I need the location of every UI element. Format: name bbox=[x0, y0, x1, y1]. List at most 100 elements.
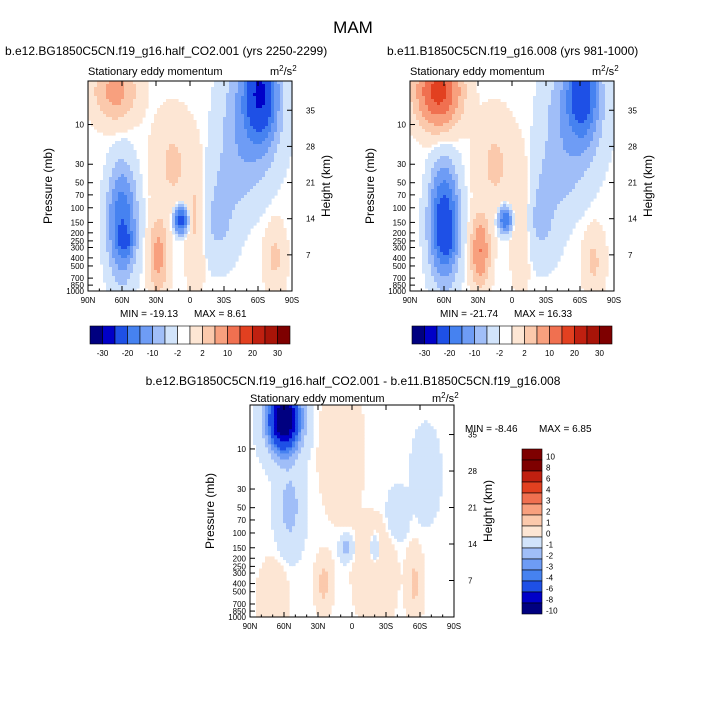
contour-cell bbox=[163, 243, 167, 247]
contour-cell bbox=[217, 213, 221, 217]
contour-cell bbox=[142, 90, 146, 94]
contour-cell bbox=[139, 186, 143, 190]
contour-cell bbox=[211, 177, 215, 181]
contour-cell bbox=[226, 180, 230, 184]
contour-cell bbox=[112, 120, 116, 124]
contour-cell bbox=[259, 90, 263, 94]
colorbar-label: 30 bbox=[273, 349, 282, 358]
contour-cell bbox=[271, 168, 275, 172]
contour-cell bbox=[277, 216, 281, 220]
contour-cell bbox=[226, 144, 230, 148]
contour-cell bbox=[193, 174, 197, 178]
contour-cell bbox=[226, 129, 230, 133]
contour-cell bbox=[109, 153, 113, 157]
contour-cell bbox=[157, 225, 161, 229]
contour-cell bbox=[241, 201, 245, 205]
contour-cell bbox=[235, 138, 239, 142]
contour-cell bbox=[142, 84, 146, 88]
contour-cell bbox=[214, 228, 218, 232]
contour-cell bbox=[139, 213, 143, 217]
contour-cell bbox=[217, 129, 221, 133]
contour-cell bbox=[142, 99, 146, 103]
contour-cell bbox=[199, 156, 203, 160]
contour-cell bbox=[208, 207, 212, 211]
contour-cell bbox=[136, 228, 140, 232]
contour-cell bbox=[271, 186, 275, 190]
contour-cell bbox=[106, 192, 110, 196]
contour-cell bbox=[241, 165, 245, 169]
contour-cell bbox=[277, 132, 281, 136]
contour-cell bbox=[223, 96, 227, 100]
contour-cell bbox=[238, 171, 242, 175]
contour-cell bbox=[109, 156, 113, 160]
contour-cell bbox=[169, 129, 173, 133]
contour-cell bbox=[121, 186, 125, 190]
contour-cell bbox=[121, 207, 125, 211]
contour-cell bbox=[196, 243, 200, 247]
contour-cell bbox=[274, 105, 278, 109]
contour-cell bbox=[136, 240, 140, 244]
contour-cell bbox=[244, 204, 248, 208]
contour-cell bbox=[157, 159, 161, 163]
contour-cell bbox=[226, 246, 230, 250]
contour-cell bbox=[211, 162, 215, 166]
contour-cell bbox=[169, 126, 173, 130]
contour-cell bbox=[217, 204, 221, 208]
contour-cell bbox=[268, 141, 272, 145]
contour-cell bbox=[232, 228, 236, 232]
contour-cell bbox=[121, 150, 125, 154]
contour-cell bbox=[142, 96, 146, 100]
contour-cell bbox=[211, 117, 215, 121]
contour-cell bbox=[118, 87, 122, 91]
contour-cell bbox=[274, 252, 278, 256]
contour-cell bbox=[205, 255, 209, 259]
contour-cell bbox=[280, 102, 284, 106]
contour-cell bbox=[133, 201, 137, 205]
contour-cell bbox=[148, 216, 152, 220]
contour-cell bbox=[175, 114, 179, 118]
contour-cell bbox=[247, 129, 251, 133]
contour-cell bbox=[169, 117, 173, 121]
contour-cell bbox=[244, 93, 248, 97]
contour-cell bbox=[169, 162, 173, 166]
contour-cell bbox=[214, 135, 218, 139]
contour-cell bbox=[271, 90, 275, 94]
contour-cell bbox=[181, 228, 185, 232]
contour-cell bbox=[208, 237, 212, 241]
contour-cell bbox=[187, 213, 191, 217]
contour-cell bbox=[190, 189, 194, 193]
contour-cell bbox=[148, 192, 152, 196]
contour-cell bbox=[274, 126, 278, 130]
contour-cell bbox=[169, 258, 173, 262]
contour-cell bbox=[232, 234, 236, 238]
contour-cell bbox=[214, 132, 218, 136]
contour-cell bbox=[187, 216, 191, 220]
contour-cell bbox=[88, 84, 92, 88]
contour-cell bbox=[262, 171, 266, 175]
contour-cell bbox=[118, 180, 122, 184]
contour-cell bbox=[265, 189, 269, 193]
contour-cell bbox=[187, 180, 191, 184]
contour-cell bbox=[247, 135, 251, 139]
contour-cell bbox=[160, 225, 164, 229]
contour-cell bbox=[277, 234, 281, 238]
contour-cell bbox=[118, 147, 122, 151]
contour-cell bbox=[172, 186, 176, 190]
contour-cell bbox=[193, 171, 197, 175]
contour-cell bbox=[163, 135, 167, 139]
contour-cell bbox=[277, 168, 281, 172]
contour-cell bbox=[238, 237, 242, 241]
contour-cell bbox=[124, 207, 128, 211]
contour-cell bbox=[217, 81, 221, 85]
contour-cell bbox=[118, 249, 122, 253]
contour-cell bbox=[259, 132, 263, 136]
contour-cell bbox=[115, 153, 119, 157]
contour-cell bbox=[127, 213, 131, 217]
contour-cell bbox=[130, 192, 134, 196]
contour-cell bbox=[244, 195, 248, 199]
contour-cell bbox=[127, 249, 131, 253]
contour-cell bbox=[181, 219, 185, 223]
contour-cell bbox=[232, 249, 236, 253]
contour-cell bbox=[139, 198, 143, 202]
contour-cell bbox=[247, 174, 251, 178]
